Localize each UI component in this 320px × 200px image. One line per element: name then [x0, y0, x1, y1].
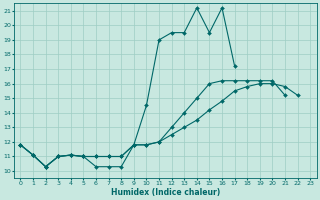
X-axis label: Humidex (Indice chaleur): Humidex (Indice chaleur) — [111, 188, 220, 197]
